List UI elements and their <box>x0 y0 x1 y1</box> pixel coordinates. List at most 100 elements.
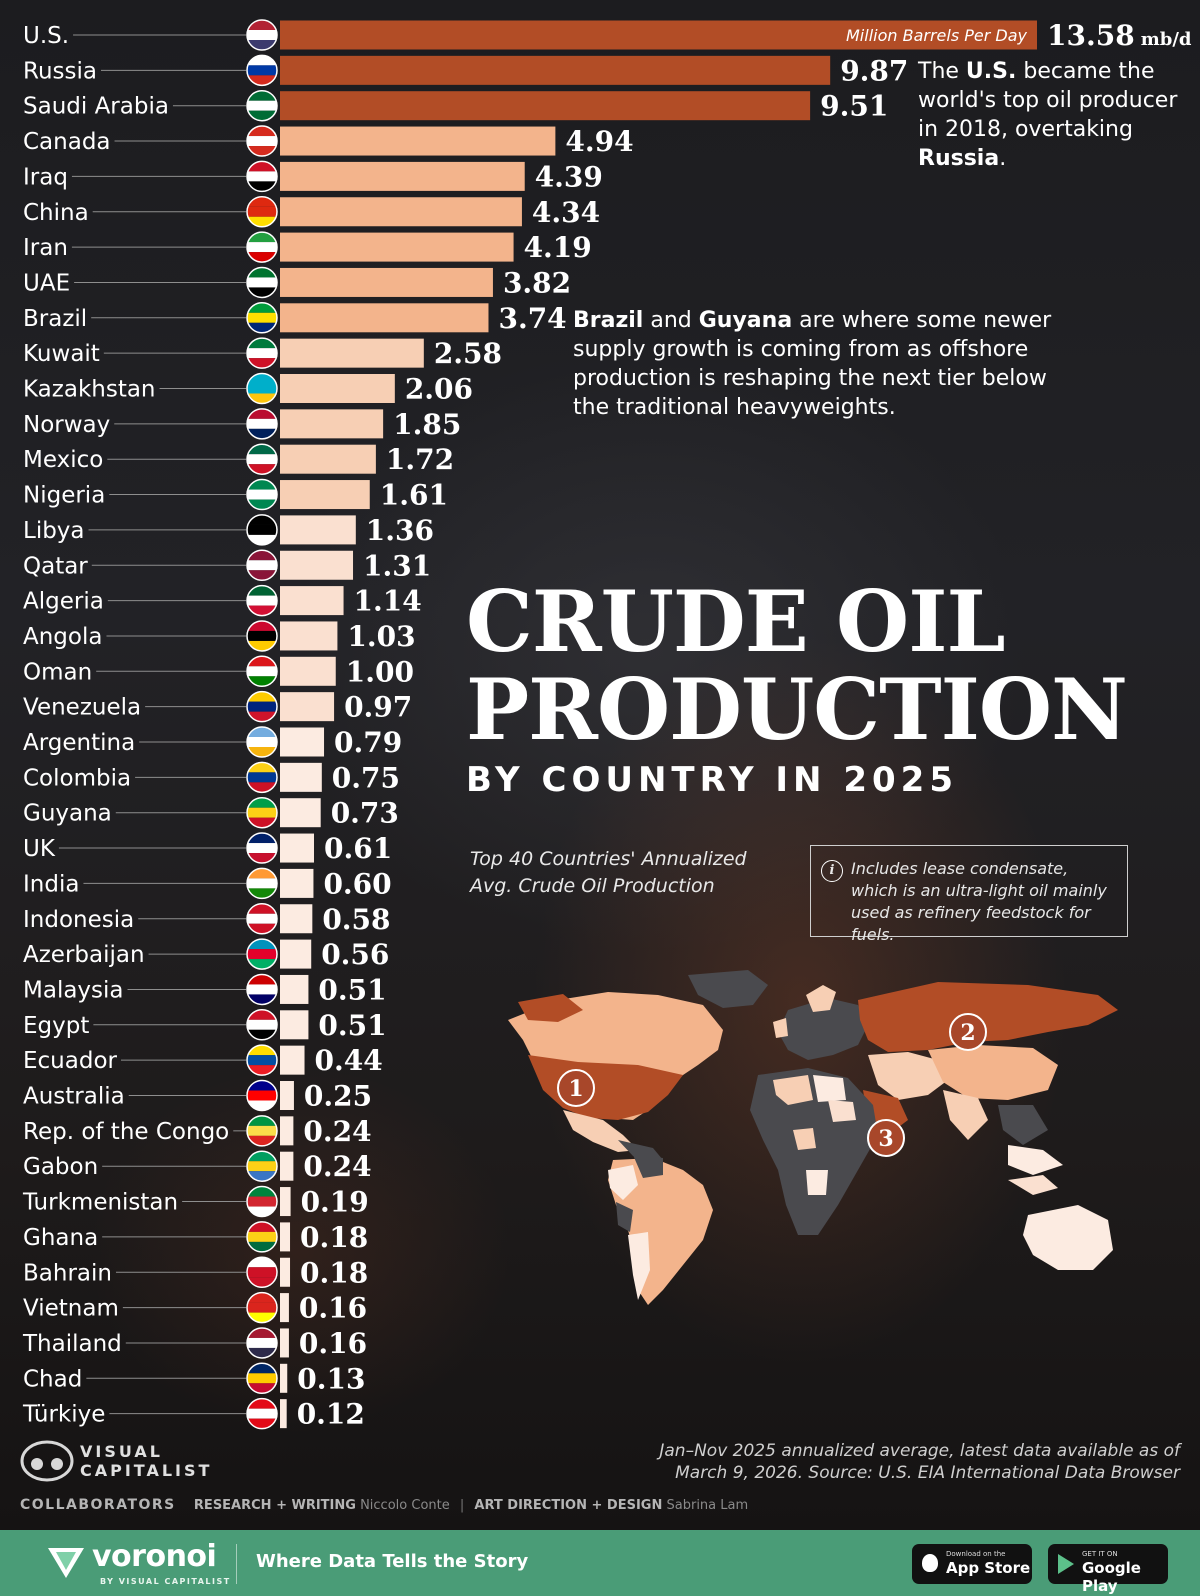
unit-label: mb/d <box>1141 29 1192 50</box>
app-store-button[interactable]: Download on the App Store <box>912 1544 1032 1584</box>
value-label: 0.24 <box>303 1115 371 1148</box>
value-label: 3.82 <box>503 266 571 299</box>
value-label: 0.60 <box>323 867 391 900</box>
iraq-flag-icon <box>246 160 278 193</box>
bar-kuwait <box>280 338 424 368</box>
bar-u-s <box>280 20 1037 50</box>
country-label: Turkmenistan <box>22 1190 178 1216</box>
saudi-arabia-flag-icon <box>246 89 278 122</box>
bar-guyana <box>280 798 321 828</box>
bar-qatar <box>280 550 354 580</box>
value-label: 0.58 <box>322 903 390 936</box>
research-writing-name: Niccolo Conte <box>360 1498 450 1513</box>
bar-norway <box>280 409 384 439</box>
chart-description-line-1: Top 40 Countries' Annualized <box>470 848 747 870</box>
thailand-flag-icon <box>246 1327 278 1359</box>
country-label: Indonesia <box>23 907 134 933</box>
country-label: Guyana <box>23 801 112 827</box>
nigeria-flag-icon <box>246 478 278 511</box>
title-line-1: CRUDE OIL <box>466 572 1006 671</box>
value-label: 0.24 <box>303 1150 371 1183</box>
us-annotation: The U.S. became the world's top oil prod… <box>918 57 1198 173</box>
bar-uae <box>280 267 493 297</box>
bar-angola <box>280 621 338 651</box>
us-note-text: The <box>918 59 966 84</box>
egypt-flag-icon <box>246 1009 278 1041</box>
vietnam-flag-icon <box>246 1291 278 1324</box>
bar-vietnam <box>280 1293 289 1323</box>
argentina-flag-icon <box>246 726 278 758</box>
voronoi-brand-sub: BY VISUAL CAPITALIST <box>100 1577 231 1586</box>
chart-description-line-2: Avg. Crude Oil Production <box>470 875 715 897</box>
oman-flag-icon <box>246 655 278 688</box>
chart-row-canada: Canada 4.94 <box>23 125 634 158</box>
title-line-2: PRODUCTION <box>466 660 1128 759</box>
chart-row-rep-of-the-congo: Rep. of the Congo 0.24 <box>23 1115 372 1148</box>
bar-algeria <box>280 586 344 616</box>
chart-row-uae: UAE 3.82 <box>23 266 571 299</box>
country-label: Ecuador <box>23 1048 118 1074</box>
bar-india <box>280 868 314 898</box>
google-play-button[interactable]: GET IT ON Google Play <box>1048 1544 1168 1595</box>
bar-iraq <box>280 161 525 191</box>
country-label: Venezuela <box>23 695 141 721</box>
country-label: Russia <box>23 58 97 84</box>
chart-row-thailand: Thailand 0.16 <box>22 1327 367 1360</box>
chart-row-angola: Angola 1.03 <box>23 620 416 653</box>
china-flag-icon <box>246 196 278 228</box>
bar-turkmenistan <box>280 1187 291 1217</box>
value-label: 3.74 <box>498 302 566 335</box>
azerbaijan-flag-icon <box>246 938 278 970</box>
country-label: Bahrain <box>23 1260 112 1286</box>
value-label: 4.34 <box>532 196 600 229</box>
chart-row-vietnam: Vietnam 0.16 <box>23 1292 367 1325</box>
google-play-icon <box>1058 1554 1074 1574</box>
bar-oman <box>280 656 336 686</box>
bar-iran <box>280 232 514 262</box>
value-label: 1.61 <box>380 479 448 512</box>
chart-row-china: China 4.34 <box>23 196 600 229</box>
voronoi-brand[interactable]: voronoi <box>92 1539 217 1574</box>
value-label: 0.61 <box>324 832 392 865</box>
value-label: 2.06 <box>405 373 473 406</box>
value-label: 1.72 <box>386 443 454 476</box>
value-label: 1.14 <box>354 585 422 618</box>
chart-row-kazakhstan: Kazakhstan 2.06 <box>23 373 473 406</box>
chart-row-brazil: Brazil 3.74 <box>23 302 567 335</box>
value-label: 0.51 <box>318 973 386 1006</box>
value-label: 9.51 <box>820 90 888 123</box>
bar-colombia <box>280 762 322 792</box>
value-label: 0.16 <box>299 1292 367 1325</box>
russia-note-bold: Russia <box>918 146 1000 171</box>
chart-row-bahrain: Bahrain 0.18 <box>23 1256 368 1289</box>
chart-row-ecuador: Ecuador 0.44 <box>23 1044 383 1077</box>
country-label: Algeria <box>23 589 104 615</box>
google-play-small-text: GET IT ON <box>1082 1550 1118 1558</box>
world-map-land <box>508 970 1118 1305</box>
chart-row-azerbaijan: Azerbaijan 0.56 <box>23 938 389 971</box>
guyana-note-bold: Guyana <box>698 308 793 333</box>
art-direction-label: ART DIRECTION + DESIGN <box>474 1498 663 1513</box>
algeria-flag-icon <box>246 584 278 617</box>
brazil-guyana-annotation: Brazil and Guyana are where some newer s… <box>573 306 1053 422</box>
bahrain-flag-icon <box>246 1256 278 1288</box>
info-icon: i <box>821 860 843 882</box>
chart-row-t-rkiye: Türkiye 0.12 <box>22 1398 365 1430</box>
value-label: 4.94 <box>565 125 633 158</box>
us-note-bold: U.S. <box>965 59 1017 84</box>
research-writing-label: RESEARCH + WRITING <box>193 1498 356 1513</box>
visual-capitalist-logo-icon <box>20 1440 74 1482</box>
country-label: Egypt <box>23 1013 89 1039</box>
country-label: Iran <box>23 235 68 261</box>
turkiye-flag-icon <box>246 1397 278 1430</box>
country-label: China <box>23 200 89 226</box>
map-marker-1-label: 1 <box>568 1076 583 1102</box>
norway-flag-icon <box>246 408 278 440</box>
bar-china <box>280 197 522 227</box>
map-marker-2: 2 <box>949 1013 987 1051</box>
chart-row-guyana: Guyana 0.73 <box>23 797 399 830</box>
chart-row-kuwait: Kuwait 2.58 <box>23 337 502 370</box>
chart-description: Top 40 Countries' Annualized Avg. Crude … <box>470 846 790 900</box>
value-label: 0.73 <box>331 797 399 830</box>
bar-mexico <box>280 444 376 474</box>
